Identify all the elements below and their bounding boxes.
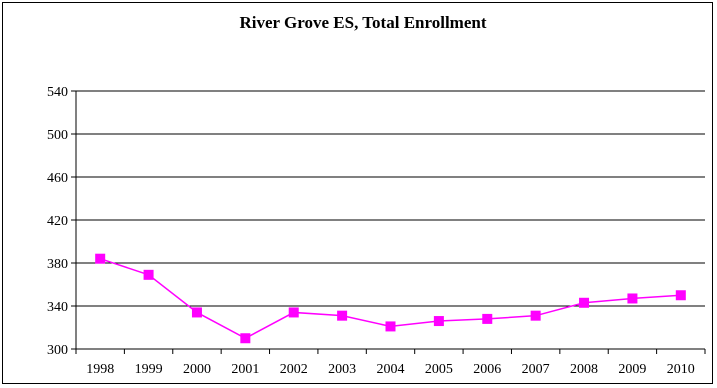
y-tick-label: 420: [47, 214, 68, 229]
data-point: [95, 253, 106, 264]
data-point: [288, 307, 299, 318]
x-tick-label: 2006: [473, 362, 501, 377]
x-tick-label: 2001: [231, 362, 259, 377]
y-tick-label: 500: [47, 128, 68, 143]
x-tick-label: 2007: [522, 362, 550, 377]
x-tick-label: 2009: [618, 362, 646, 377]
data-point: [579, 297, 590, 308]
data-point: [482, 313, 493, 324]
chart-title: River Grove ES, Total Enrollment: [240, 13, 487, 32]
data-point: [385, 321, 396, 332]
data-point: [143, 269, 154, 280]
x-tick-label: 2005: [425, 362, 453, 377]
axes: 300 340 380 420 460 500 540 1998 1999 2000 2001 200…: [47, 85, 706, 377]
x-tick-label: 2010: [667, 362, 695, 377]
data-point: [337, 310, 348, 321]
y-tick-label: 380: [47, 257, 68, 272]
data-point: [240, 333, 251, 344]
gridlines: [76, 90, 705, 307]
y-tick-label: 460: [47, 171, 68, 186]
data-point: [675, 290, 686, 301]
data-point: [627, 293, 638, 304]
x-tick-label: 2008: [570, 362, 598, 377]
series-enrollment: [95, 253, 686, 344]
data-point: [433, 316, 444, 327]
x-tick-label: 1998: [86, 362, 114, 377]
x-tick-label: 2000: [183, 362, 211, 377]
y-tick-label: 340: [47, 300, 68, 315]
x-tick-label: 2004: [377, 362, 405, 377]
data-point: [530, 310, 541, 321]
x-tick-label: 2003: [328, 362, 356, 377]
data-point: [191, 307, 202, 318]
y-tick-label: 540: [47, 85, 68, 100]
x-tick-label: 1999: [135, 362, 163, 377]
chart-area: [2, 2, 713, 384]
y-tick-label: 300: [47, 343, 68, 358]
x-tick-label: 2002: [280, 362, 308, 377]
